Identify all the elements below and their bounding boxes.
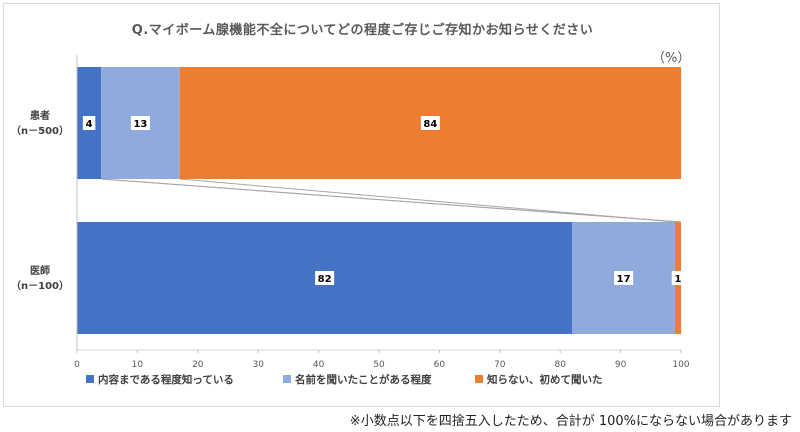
category-sample-0: （n－500） xyxy=(11,124,69,137)
chart-title: Q.マイボーム腺機能不全についてどの程度ご存じご存知かお知らせください xyxy=(131,23,594,38)
category-label-0: 患者 xyxy=(30,109,50,122)
footnote: ※小数点以下を四捨五入したため、合計が 100%にならない場合があります xyxy=(349,414,792,429)
legend-label-2: 知らない、初めて聞いた xyxy=(487,373,603,386)
legend-swatch-2 xyxy=(475,375,483,383)
x-tick-label-9: 90 xyxy=(615,360,627,370)
x-tick-label-1: 10 xyxy=(132,360,144,370)
data-label-1-1: 17 xyxy=(617,274,631,285)
x-tick-label-2: 20 xyxy=(192,360,204,370)
x-tick-label-7: 70 xyxy=(494,360,506,370)
chart-frame: Q.マイボーム腺機能不全についてどの程度ご存じご存知かお知らせください xyxy=(3,3,720,407)
legend-label-1: 名前を聞いたことがある程度 xyxy=(295,373,432,386)
data-label-0-1: 13 xyxy=(133,119,147,130)
x-tick-label-8: 80 xyxy=(554,360,566,370)
data-label-bg-0-0 xyxy=(82,116,96,130)
unit-label: （%） xyxy=(652,51,691,66)
data-label-bg-1-1 xyxy=(614,271,634,285)
legend-swatch-1 xyxy=(283,375,291,383)
data-label-bg-0-1 xyxy=(130,116,150,130)
x-tick-label-0: 0 xyxy=(74,360,80,370)
data-label-1-2: 1 xyxy=(674,274,681,285)
data-label-bg-1-2 xyxy=(671,271,685,285)
legend-label-0: 内容まである程度知っている xyxy=(98,373,234,386)
x-tick-label-5: 50 xyxy=(373,360,385,370)
x-tick-label-6: 60 xyxy=(434,360,446,370)
data-label-0-0: 4 xyxy=(86,119,93,130)
x-tick-label-4: 40 xyxy=(313,360,325,370)
data-label-bg-0-2 xyxy=(420,116,440,130)
x-tick-label-10: 100 xyxy=(672,360,689,370)
series-line-mid xyxy=(101,178,682,223)
data-label-1-0: 82 xyxy=(318,274,332,285)
x-tick-label-3: 30 xyxy=(252,360,264,370)
data-label-0-2: 84 xyxy=(423,119,437,130)
series-line-second xyxy=(179,178,676,223)
category-sample-1: （n－100） xyxy=(11,279,69,292)
data-label-bg-1-0 xyxy=(315,271,335,285)
legend-swatch-0 xyxy=(86,375,94,383)
category-label-1: 医師 xyxy=(30,264,50,277)
